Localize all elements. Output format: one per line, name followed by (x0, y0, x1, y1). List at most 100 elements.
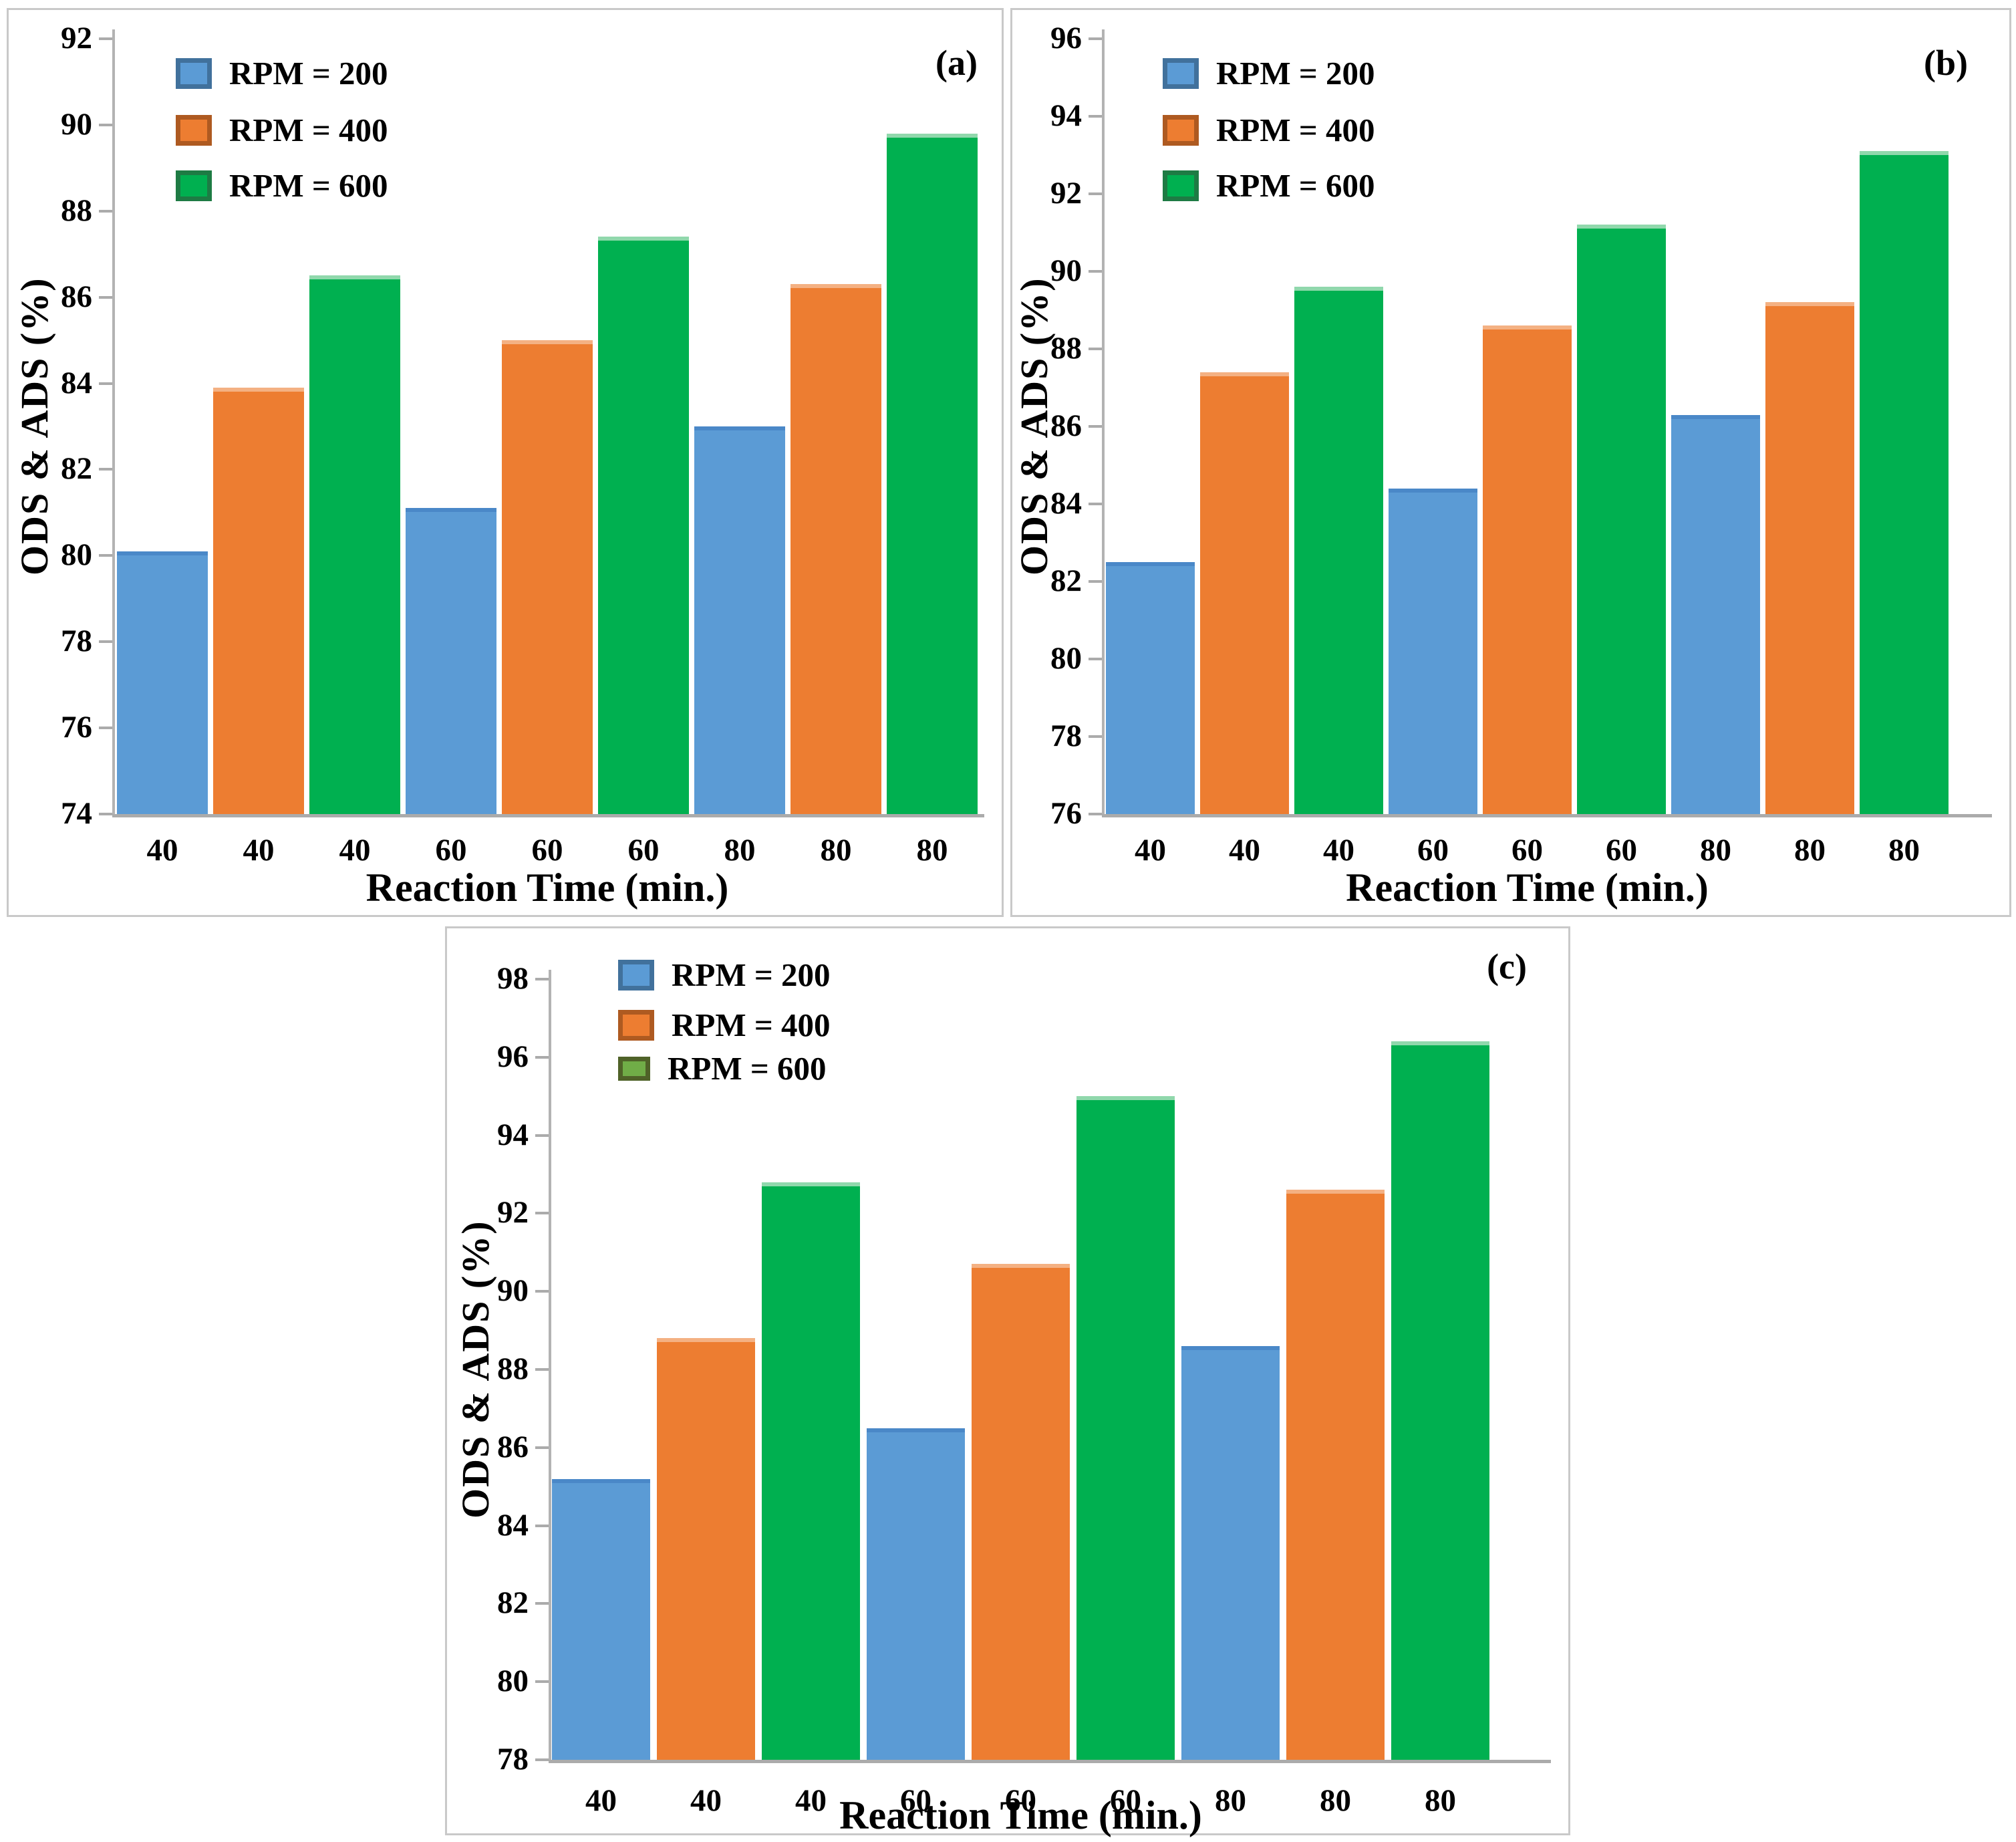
y-tick-mark (535, 1446, 549, 1449)
legend-item-rpm200: RPM = 200 (1163, 55, 1375, 92)
x-tick-label: 40 (690, 1783, 722, 1818)
y-axis-spine (1102, 29, 1105, 815)
bar-rpm400-80min (1765, 302, 1854, 814)
y-tick-label: 88 (497, 1351, 529, 1386)
bar-rpm600-60min (1076, 1096, 1175, 1760)
x-tick-label: 60 (435, 833, 467, 868)
y-tick-mark (1089, 37, 1102, 40)
y-tick-label: 82 (1050, 563, 1082, 598)
bar-rpm200-40min (117, 551, 208, 814)
y-tick-label: 80 (1050, 641, 1082, 676)
y-tick-mark (535, 1212, 549, 1215)
y-axis-title: ODS & ADS (%) (13, 277, 56, 576)
legend-label: RPM = 600 (1216, 167, 1375, 204)
legend-swatch-blue-icon (618, 960, 654, 991)
x-axis-baseline (1102, 814, 1992, 817)
x-tick-label: 60 (1606, 833, 1637, 868)
y-tick-label: 90 (1050, 253, 1082, 288)
x-tick-label: 40 (243, 833, 275, 868)
legend-swatch-orange-icon (618, 1010, 654, 1041)
y-tick-label: 98 (497, 961, 529, 996)
y-axis-spine (112, 29, 115, 815)
bar-rpm200-60min (406, 508, 496, 814)
x-tick-label: 80 (916, 833, 948, 868)
x-tick-label: 40 (795, 1783, 827, 1818)
y-tick-label: 96 (1050, 21, 1082, 55)
y-tick-label: 88 (1050, 331, 1082, 366)
y-tick-mark (535, 1758, 549, 1761)
panel-letter-label: (a) (935, 43, 978, 83)
bar-rpm400-80min (790, 284, 881, 814)
y-tick-mark (99, 554, 112, 557)
bar-rpm400-60min (972, 1264, 1070, 1760)
bar-rpm600-40min (762, 1182, 860, 1760)
bar-rpm200-60min (867, 1428, 965, 1760)
legend-label: RPM = 200 (229, 55, 388, 92)
panel-letter-label: (c) (1487, 946, 1527, 986)
legend-item-rpm600: RPM = 600 (176, 168, 388, 204)
bar-rpm600-80min (1860, 151, 1949, 814)
bar-rpm600-40min (309, 275, 400, 814)
legend-label: RPM = 600 (229, 167, 388, 204)
y-tick-label: 80 (61, 537, 92, 573)
y-tick-label: 82 (61, 451, 92, 487)
y-tick-mark (99, 382, 112, 385)
x-tick-label: 40 (339, 833, 371, 868)
y-tick-mark (535, 1134, 549, 1137)
y-tick-label: 94 (1050, 98, 1082, 133)
y-tick-mark (1089, 115, 1102, 118)
x-tick-label: 60 (1511, 833, 1543, 868)
x-axis-title: Reaction Time (min.) (366, 866, 729, 910)
legend-label: RPM = 200 (1216, 55, 1375, 92)
y-tick-label: 88 (61, 192, 92, 228)
bar-rpm600-80min (1391, 1041, 1489, 1760)
x-tick-label: 40 (585, 1783, 617, 1818)
bar-rpm200-40min (1106, 562, 1195, 814)
panel-letter-label: (b) (1924, 43, 1968, 83)
x-tick-label: 80 (1888, 833, 1920, 868)
x-tick-label: 60 (1110, 1783, 1141, 1818)
y-tick-label: 76 (61, 710, 92, 745)
x-tick-label: 80 (1794, 833, 1826, 868)
x-axis-title: Reaction Time (min.) (839, 1793, 1202, 1837)
legend-label: RPM = 400 (229, 112, 388, 148)
y-tick-mark (1089, 658, 1102, 660)
y-tick-label: 94 (497, 1117, 529, 1152)
x-tick-label: 40 (1323, 833, 1354, 868)
x-axis-baseline (112, 814, 984, 817)
x-axis-baseline (549, 1760, 1551, 1763)
legend-label: RPM = 400 (1216, 112, 1375, 148)
bar-rpm400-60min (502, 340, 593, 814)
y-tick-mark (99, 727, 112, 730)
y-tick-label: 92 (497, 1195, 529, 1230)
bar-rpm400-40min (213, 388, 304, 814)
y-tick-mark (535, 1680, 549, 1684)
x-tick-label: 60 (1417, 833, 1449, 868)
bar-rpm600-80min (887, 133, 978, 814)
y-tick-label: 96 (497, 1039, 529, 1074)
y-tick-label: 78 (1050, 718, 1082, 753)
y-tick-mark (99, 37, 112, 40)
y-tick-mark (1089, 425, 1102, 428)
legend-swatch-green-icon (618, 1057, 650, 1081)
y-tick-mark (1089, 192, 1102, 195)
y-tick-mark (535, 1602, 549, 1605)
bar-rpm400-40min (657, 1338, 755, 1760)
bar-rpm200-40min (552, 1478, 650, 1760)
y-tick-mark (99, 813, 112, 815)
y-tick-mark (99, 640, 112, 644)
y-axis-spine (549, 970, 551, 1761)
legend-item-rpm200: RPM = 200 (618, 957, 831, 993)
x-tick-label: 60 (627, 833, 660, 868)
x-tick-label: 60 (900, 1783, 931, 1818)
y-tick-label: 76 (1050, 796, 1082, 831)
y-tick-mark (1089, 735, 1102, 738)
y-tick-label: 86 (1050, 408, 1082, 443)
x-tick-label: 80 (820, 833, 852, 868)
legend-item-rpm400: RPM = 400 (176, 112, 388, 148)
panel-chart-a: 92 90 88 86 84 82 80 78 76 74 40 40 40 60 60 60 80 80 80 Re… (7, 8, 1004, 917)
legend-swatch-blue-icon (176, 58, 212, 89)
x-tick-label: 80 (1425, 1783, 1456, 1818)
y-tick-label: 74 (61, 796, 92, 831)
x-tick-label: 40 (146, 833, 178, 868)
